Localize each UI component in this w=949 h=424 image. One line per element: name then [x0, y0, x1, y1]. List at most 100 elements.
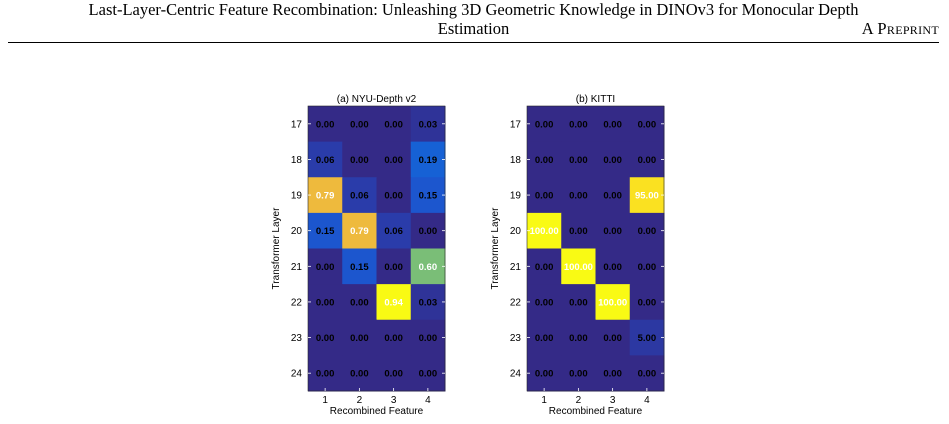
heatmap-cell	[308, 319, 343, 356]
cell-value-label: 0.00	[316, 333, 335, 344]
cell-value-label: 0.00	[535, 262, 554, 273]
x-tick-label: 4	[644, 395, 650, 406]
heatmap-cell	[308, 212, 343, 249]
cell-value-label: 0.00	[569, 226, 588, 237]
heatmap-cell	[629, 141, 665, 178]
heatmap-cell	[376, 284, 412, 321]
heatmap-cell	[629, 248, 665, 285]
y-tick-label: 22	[291, 297, 303, 308]
cell-value-label: 0.00	[535, 333, 554, 344]
heatmap-cell	[308, 106, 343, 143]
cell-value-label: 0.00	[638, 155, 657, 166]
heatmap-cell	[342, 177, 377, 214]
cell-value-label: 0.00	[638, 369, 657, 380]
heatmap-cell	[527, 212, 562, 249]
y-tick-label: 21	[510, 262, 522, 273]
cell-value-label: 0.15	[350, 262, 369, 273]
heatmap-cell	[376, 319, 412, 356]
cell-value-label: 0.03	[419, 297, 438, 308]
heatmap-cell	[342, 141, 377, 178]
heatmap-cell	[342, 106, 377, 143]
heatmap-cell	[376, 212, 412, 249]
heatmap-cell	[410, 248, 446, 285]
cell-value-label: 0.00	[384, 333, 403, 344]
y-tick-label: 24	[291, 369, 303, 380]
heatmap-cell	[410, 106, 446, 143]
y-tick-label: 17	[510, 119, 522, 130]
cell-value-label: 0.00	[535, 297, 554, 308]
cell-value-label: 0.00	[638, 119, 657, 130]
heatmap-cell	[410, 212, 446, 249]
cell-value-label: 0.00	[535, 155, 554, 166]
heatmap-cell	[410, 319, 446, 356]
plot-frame	[307, 105, 446, 392]
cell-value-label: 0.15	[316, 226, 335, 237]
x-tick-label: 3	[391, 395, 397, 406]
cell-value-label: 0.00	[569, 155, 588, 166]
cell-value-label: 0.00	[316, 369, 335, 380]
heatmap-cell	[308, 141, 343, 178]
plot-frame	[526, 105, 665, 392]
y-tick-label: 24	[510, 369, 522, 380]
heatmap-cell	[595, 355, 631, 392]
heatmap-cell	[595, 319, 631, 356]
cell-value-label: 0.00	[350, 369, 369, 380]
cell-value-label: 0.00	[419, 333, 438, 344]
cell-value-label: 0.00	[603, 262, 622, 273]
cell-value-label: 0.00	[569, 369, 588, 380]
cell-value-label: 0.00	[384, 155, 403, 166]
x-axis-label: Recombined Feature	[330, 406, 424, 417]
heatmap-cell	[308, 177, 343, 214]
cell-value-label: 0.79	[316, 191, 335, 202]
heatmap-cell	[410, 355, 446, 392]
x-tick-label: 1	[541, 395, 547, 406]
y-tick-label: 17	[291, 119, 303, 130]
heatmap-cell	[376, 141, 412, 178]
cell-value-label: 0.00	[638, 297, 657, 308]
heatmap-cell	[561, 284, 596, 321]
cell-value-label: 0.00	[535, 369, 554, 380]
cell-value-label: 0.00	[384, 119, 403, 130]
heatmap-cell	[342, 284, 377, 321]
heatmap-cell	[410, 284, 446, 321]
cell-value-label: 0.00	[603, 369, 622, 380]
y-tick-label: 20	[291, 226, 303, 237]
chart-title: (b) KITTI	[576, 94, 615, 105]
cell-value-label: 0.06	[384, 226, 403, 237]
cell-value-label: 0.00	[350, 297, 369, 308]
cell-value-label: 0.00	[419, 369, 438, 380]
heatmap-cell	[527, 284, 562, 321]
heatmap-cell	[410, 141, 446, 178]
y-tick-label: 23	[291, 333, 303, 344]
heatmap-cell	[595, 177, 631, 214]
y-tick-label: 20	[510, 226, 522, 237]
cell-value-label: 0.00	[316, 262, 335, 273]
heatmap-panel-1: 0.00 0.00 0.00 0.03 0.06 0.00 0.00 0.19 0.79 0.06…	[271, 94, 446, 417]
heatmap-cell	[561, 248, 596, 285]
cell-value-label: 0.00	[569, 297, 588, 308]
cell-value-label: 0.03	[419, 119, 438, 130]
cell-value-label: 0.00	[569, 191, 588, 202]
heatmap-cell	[376, 177, 412, 214]
x-tick-label: 2	[576, 395, 582, 406]
heatmap-cell	[527, 141, 562, 178]
cell-value-label: 0.00	[569, 119, 588, 130]
cell-value-label: 0.06	[316, 155, 335, 166]
y-tick-label: 19	[510, 191, 522, 202]
heatmap-cell	[595, 284, 631, 321]
cell-value-label: 0.00	[535, 119, 554, 130]
heatmap-cell	[561, 212, 596, 249]
y-tick-label: 18	[510, 155, 522, 166]
heatmap-cell	[595, 248, 631, 285]
cell-value-label: 0.00	[419, 226, 438, 237]
cell-value-label: 0.00	[603, 191, 622, 202]
cell-value-label: 0.00	[316, 297, 335, 308]
heatmap-cell	[308, 284, 343, 321]
cell-value-label: 0.19	[419, 155, 438, 166]
heatmap-cell	[561, 319, 596, 356]
cell-value-label: 0.94	[384, 297, 403, 308]
cell-value-label: 0.06	[350, 191, 369, 202]
cell-value-label: 0.00	[316, 119, 335, 130]
heatmap-cell	[376, 248, 412, 285]
